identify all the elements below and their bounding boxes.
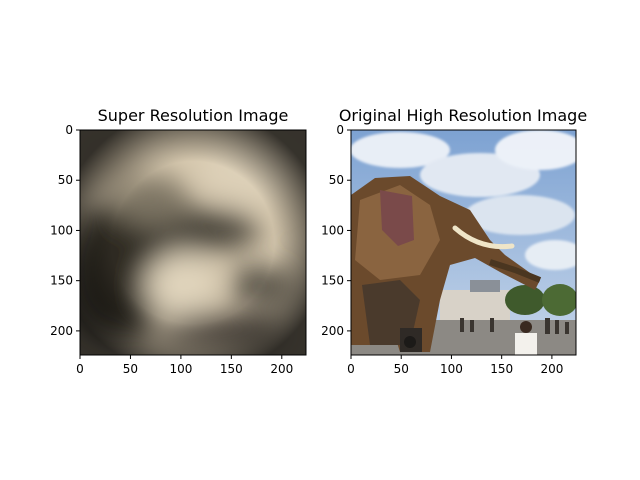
y-tick-label: 100: [50, 223, 73, 237]
chart-title: Original High Resolution Image: [339, 106, 587, 125]
x-tick-label: 0: [347, 362, 355, 376]
super-resolution-image: [80, 130, 306, 355]
y-tick-label: 50: [58, 173, 73, 187]
x-tick-label: 0: [76, 362, 84, 376]
y-tick-label: 100: [321, 223, 344, 237]
y-tick-label: 0: [65, 123, 73, 137]
x-tick-label: 50: [394, 362, 409, 376]
y-tick-label: 150: [50, 274, 73, 288]
chart-title: Super Resolution Image: [98, 106, 289, 125]
y-tick-label: 0: [336, 123, 344, 137]
y-tick-label: 200: [50, 324, 73, 338]
x-tick-label: 50: [123, 362, 138, 376]
x-tick-label: 150: [490, 362, 513, 376]
y-tick-label: 200: [321, 324, 344, 338]
x-tick-label: 200: [540, 362, 563, 376]
y-tick-label: 150: [321, 274, 344, 288]
y-tick-label: 50: [329, 173, 344, 187]
original-image: [351, 130, 576, 355]
original-panel: Original High Resolution Image: [321, 106, 587, 376]
x-tick-label: 100: [169, 362, 192, 376]
x-tick-label: 200: [270, 362, 293, 376]
super-resolution-panel: Super Resolution Image 0 50 100 150 200 0 50 10…: [50, 106, 307, 376]
x-tick-label: 150: [220, 362, 243, 376]
x-tick-label: 100: [440, 362, 463, 376]
